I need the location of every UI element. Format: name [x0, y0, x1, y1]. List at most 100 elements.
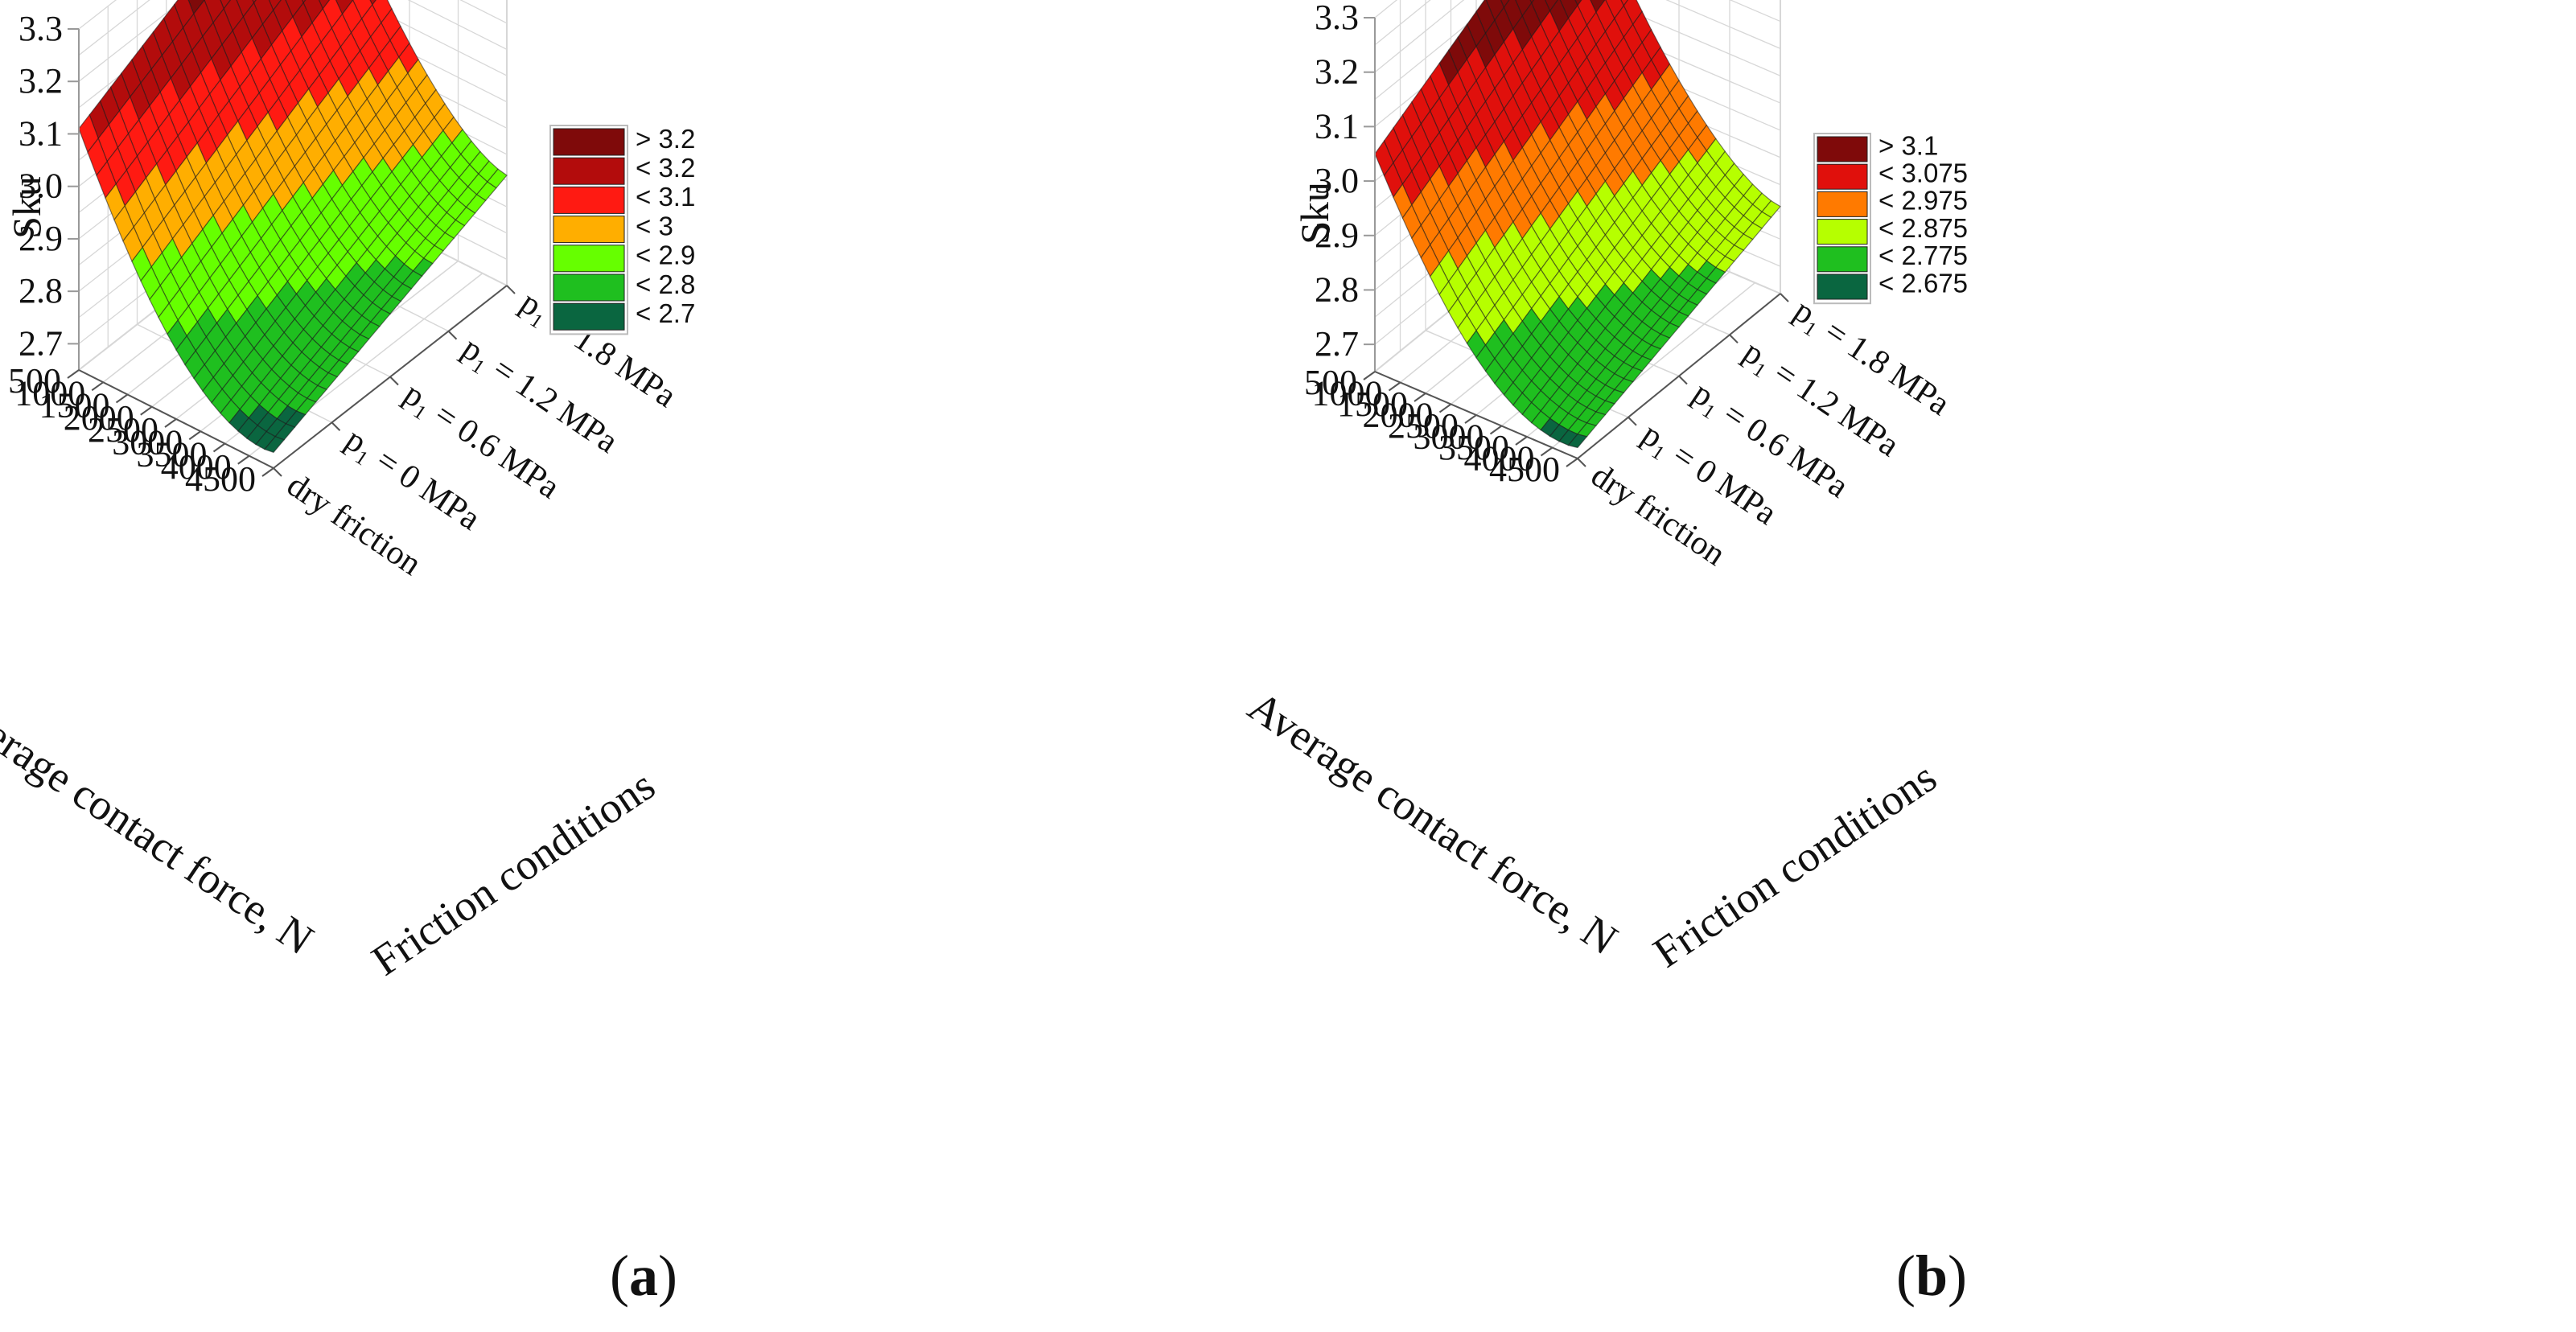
z-tick-label: 2.9	[1315, 216, 1359, 255]
x-tick	[115, 393, 129, 404]
legend-swatch	[1817, 136, 1868, 162]
legend-swatch	[1817, 246, 1868, 273]
x-tick-label: 4500	[185, 459, 256, 499]
legend-swatch	[553, 302, 625, 331]
x-tick-label: 4500	[1489, 450, 1560, 489]
z-tick-label: 2.9	[19, 219, 63, 258]
x-tick	[1438, 403, 1452, 413]
surface-chart-b: Sku Average contact force, N Friction co…	[1240, 0, 1968, 1308]
x-tick	[1515, 436, 1528, 446]
x-tick	[1566, 458, 1578, 467]
x-tick	[1489, 425, 1503, 435]
y-tick	[1780, 293, 1789, 302]
surface-cell	[220, 0, 232, 10]
y-axis-title: Friction conditions	[1644, 753, 1944, 977]
surface-cell	[318, 0, 331, 10]
surface-a	[78, 0, 508, 454]
x-tick-label: 500	[8, 361, 61, 401]
x-tick	[212, 442, 226, 453]
x-tick	[261, 467, 274, 477]
legend-label: < 2.875	[1879, 213, 1968, 243]
z-tick-label: 2.8	[1315, 269, 1359, 309]
x-tick-label: 2000	[64, 398, 134, 438]
caption-b: (b)	[1896, 1244, 1967, 1308]
legend-swatch	[1817, 219, 1868, 245]
legend-swatch	[553, 186, 625, 214]
x-tick-label: 2500	[1388, 406, 1459, 446]
z-tick-label: 3.0	[19, 166, 63, 206]
legend-label: > 3.1	[1879, 130, 1938, 160]
x-tick-label: 500	[1304, 363, 1357, 402]
y-tick	[389, 376, 399, 386]
z-tick-label: 3.2	[1315, 52, 1359, 92]
y-axis-title: Friction conditions	[363, 761, 663, 985]
x-axis-title: Average contact force, N	[0, 682, 322, 964]
x-tick	[1540, 446, 1553, 457]
surface-cell	[1620, 0, 1629, 7]
x-tick-label: 2500	[88, 410, 158, 450]
y-tick	[1729, 334, 1739, 343]
legend-label: < 3.1	[636, 182, 695, 212]
x-tick-label: 1000	[1312, 374, 1383, 413]
legend-swatch	[1817, 191, 1868, 217]
x-tick	[91, 381, 104, 392]
z-axis-title: Sku	[4, 176, 49, 239]
x-tick	[188, 430, 201, 441]
legend-b: > 3.1< 3.075< 2.975< 2.875< 2.775< 2.675	[1813, 130, 1968, 305]
x-tick	[1388, 381, 1401, 392]
legend-swatch	[553, 245, 625, 273]
grid-line	[78, 0, 184, 82]
y-tick	[447, 331, 458, 340]
x-tick-label: 3500	[137, 435, 208, 475]
legend-swatch	[1817, 273, 1868, 300]
legend-label: < 3.2	[636, 153, 695, 183]
z-tick-label: 2.7	[19, 323, 63, 363]
surface-cell	[1567, 434, 1588, 449]
legend-label: < 2.975	[1879, 186, 1968, 216]
legend-label: < 2.9	[636, 240, 695, 270]
legend-label: < 3.075	[1879, 158, 1968, 188]
surface-b	[1374, 0, 1781, 449]
surface-cell	[1500, 0, 1510, 9]
legend-label: < 3	[636, 211, 673, 240]
x-tick	[1464, 414, 1477, 424]
x-tick	[67, 369, 80, 379]
x-tick-label: 1500	[1337, 384, 1408, 424]
surface-chart-a: Sku Average contact force, N Friction co…	[0, 0, 695, 1308]
x-tick	[1363, 371, 1376, 380]
x-tick-label: 1500	[39, 386, 110, 426]
x-tick-label: 2000	[1363, 396, 1434, 435]
x-tick-label: 3500	[1438, 428, 1509, 467]
y-tick	[273, 467, 282, 477]
x-axis-title: Average contact force, N	[1240, 682, 1626, 964]
y-tick	[1627, 417, 1637, 426]
x-tick	[164, 418, 177, 428]
z-tick-label: 3.1	[19, 113, 63, 153]
z-tick-label: 3.2	[19, 61, 63, 101]
z-axis-title: Sku	[1292, 182, 1337, 245]
x-tick	[1414, 393, 1426, 402]
legend-a: > 3.2< 3.2< 3.1< 3< 2.9< 2.8< 2.7	[549, 124, 695, 335]
surface-cell	[263, 436, 286, 454]
x-tick	[140, 405, 153, 416]
legend-swatch	[553, 216, 625, 244]
z-tick-label: 3.0	[1315, 161, 1359, 200]
y-tick	[331, 421, 341, 431]
legend-label: < 2.7	[636, 298, 695, 328]
y-tick	[1678, 375, 1688, 385]
grid-line	[1374, 0, 1781, 101]
legend-label: < 2.8	[636, 269, 695, 299]
z-tick-label: 2.8	[19, 271, 63, 310]
z-tick-label: 3.3	[1315, 0, 1359, 37]
legend-swatch	[1817, 163, 1868, 190]
x-tick-label: 4000	[1464, 439, 1535, 479]
chart-panel-b: Sku Average contact force, N Friction co…	[1240, 0, 2576, 1332]
chart-panel-a: Sku Average contact force, N Friction co…	[0, 0, 695, 1308]
surface-cell	[1574, 0, 1582, 6]
legend-label: < 2.675	[1879, 268, 1968, 298]
legend-label: > 3.2	[636, 124, 695, 154]
y-tick	[506, 285, 516, 294]
legend-swatch	[553, 273, 625, 302]
z-tick-label: 3.1	[1315, 106, 1359, 146]
legend-label: < 2.775	[1879, 240, 1968, 270]
